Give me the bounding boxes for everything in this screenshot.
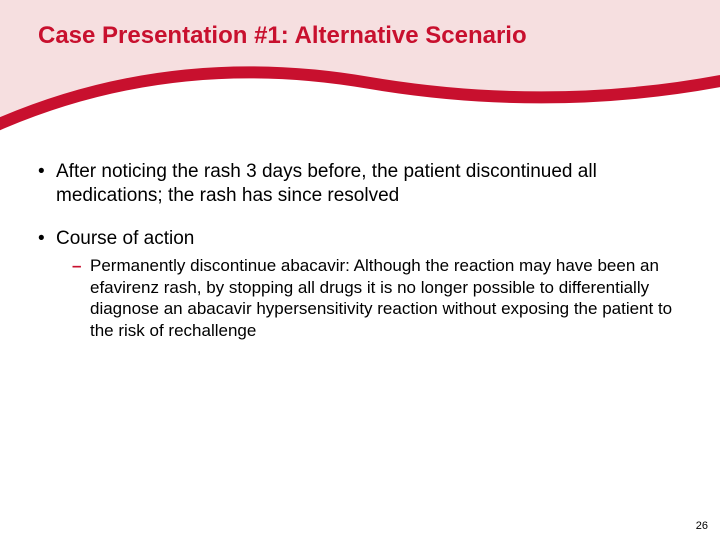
slide-title: Case Presentation #1: Alternative Scenar… [38,22,682,51]
swoosh-graphic [0,58,720,150]
sub-item: Permanently discontinue abacavir: Althou… [56,255,682,342]
bullet-text: After noticing the rash 3 days before, t… [56,161,597,206]
bullet-list: After noticing the rash 3 days before, t… [38,160,682,342]
sub-list: Permanently discontinue abacavir: Althou… [56,255,682,342]
bullet-item: After noticing the rash 3 days before, t… [38,160,682,209]
bullet-item: Course of action Permanently discontinue… [38,227,682,342]
sub-item-text: Permanently discontinue abacavir: Althou… [90,256,672,340]
bullet-text: Course of action [56,228,194,249]
page-number: 26 [696,520,708,532]
content-area: After noticing the rash 3 days before, t… [38,160,682,360]
